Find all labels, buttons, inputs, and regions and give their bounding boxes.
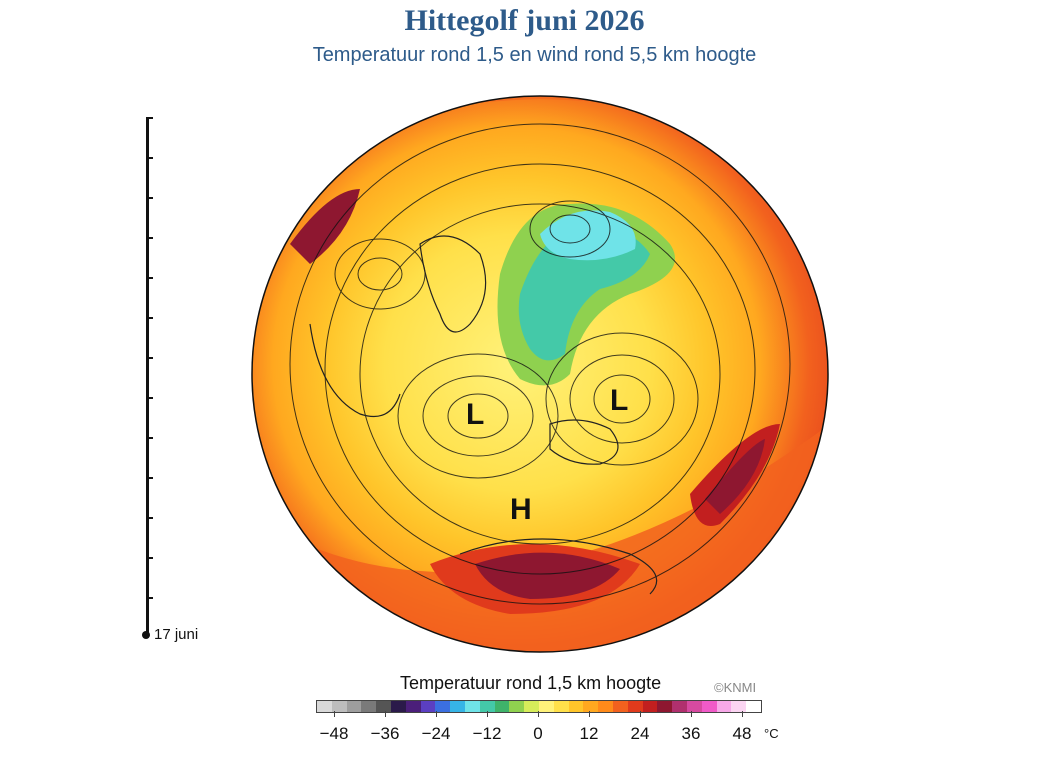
colorbar-tick [742,711,743,717]
timeline-marker[interactable] [142,631,150,639]
colorbar-segment [627,701,643,712]
colorbar-unit: °C [764,726,779,741]
colorbar-segment [376,701,391,712]
colorbar-segment [450,701,465,712]
colorbar-tick [589,711,590,717]
timeline-tick [146,437,153,439]
colorbar-segment [583,701,599,712]
timeline-tick [146,277,153,279]
timeline-tick [146,237,153,239]
colorbar-segment [642,701,658,712]
page-title: Hittegolf juni 2026 [404,4,645,37]
page-subtitle: Temperatuur rond 1,5 en wind rond 5,5 km… [312,44,757,66]
colorbar-tick [436,711,437,717]
extreme-heat-west [290,189,360,264]
colorbar-tick-label: −48 [319,724,349,743]
colorbar-tick [691,711,692,717]
colorbar-segment [420,701,436,712]
colorbar-segment [746,701,761,712]
colorbar-segment [553,701,569,712]
hot-zone-south [252,424,828,652]
temperature-globe-map [251,95,829,653]
cold-zone-arctic [518,224,650,361]
colorbar-segment [390,701,406,712]
colorbar-segment [731,701,747,712]
timeline-tick [146,397,153,399]
temperature-colorbar [316,700,762,713]
colorbar-title: Temperatuur rond 1,5 km hoogte [400,673,662,693]
timeline-tick [146,357,153,359]
colorbar-segment [672,701,687,712]
timeline-tick [146,597,153,599]
colorbar-tick-label: 36 [681,724,701,743]
colorbar-segment [657,701,673,712]
timeline-tick [146,117,153,119]
timeline-tick [146,557,153,559]
colorbar-tick [538,711,539,717]
credit-label: ©KNMI [714,680,757,695]
timeline-tick [146,517,153,519]
timeline-tick [146,477,153,479]
timeline-tick [146,157,153,159]
colorbar-segment [435,701,451,712]
globe-outline [251,95,829,653]
extreme-heat-middle-east [705,439,765,514]
colorbar-tick-label: 12 [579,724,599,743]
colorbar-segment [612,701,628,712]
extreme-heat-sahara [475,552,620,599]
colorbar-segment [524,701,539,712]
colorbar-segment [494,701,510,712]
colorbar-segment [509,701,525,712]
colorbar-segment [464,701,480,712]
timeline-tick [146,197,153,199]
colorbar-segment [405,701,421,712]
low-pressure-marker-west: L [466,398,485,431]
colorbar-segment [598,701,613,712]
colorbar-segment [686,701,702,712]
colorbar-segment [701,701,717,712]
timeline-tick [146,317,153,319]
colorbar-tick [385,711,386,717]
low-pressure-marker-east: L [610,384,629,417]
timeline-axis [146,117,149,635]
colorbar-tick-label: −36 [370,724,400,743]
colorbar-segment [479,701,495,712]
colorbar-tick-label: 24 [630,724,650,743]
colorbar-segment [568,701,584,712]
colorbar-tick [334,711,335,717]
colorbar-segment [361,701,377,712]
colorbar-tick [640,711,641,717]
colorbar-tick-label: 0 [533,724,543,743]
colorbar-segment [331,701,347,712]
colorbar-segment [538,701,554,712]
colorbar-segment [317,701,332,712]
colorbar-tick-label: −24 [421,724,451,743]
colorbar-tick-label: 48 [732,724,752,743]
colorbar-segment [716,701,732,712]
high-pressure-marker: H [510,493,532,526]
colorbar-tick-label: −12 [472,724,502,743]
colorbar-segment [346,701,362,712]
timeline-date-label: 17 juni [154,626,199,643]
colorbar-tick [487,711,488,717]
